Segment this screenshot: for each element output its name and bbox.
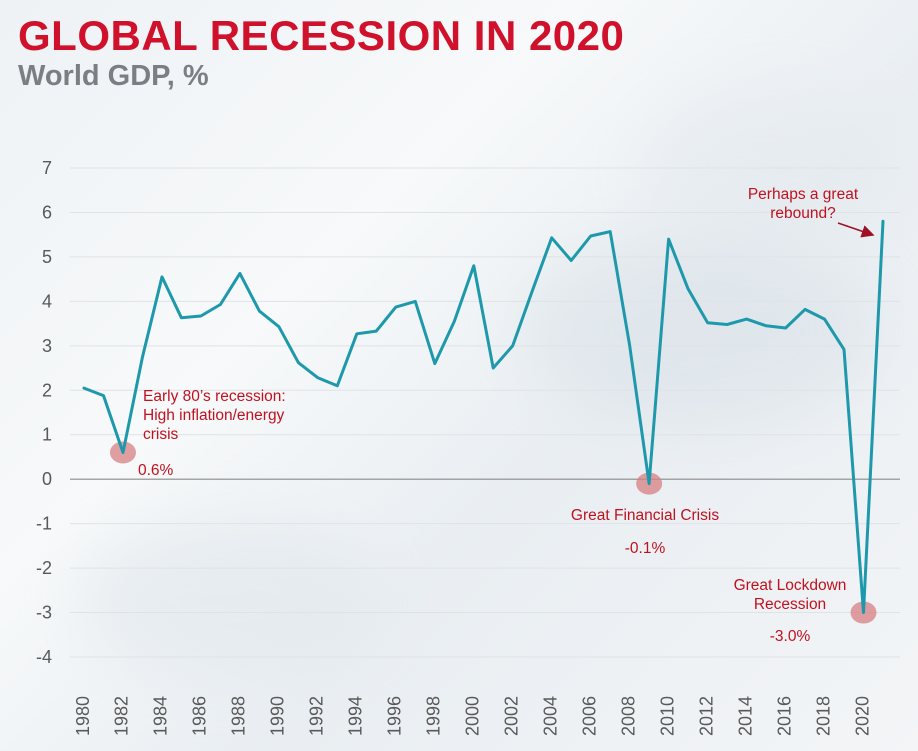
x-tick-label: 1992 (307, 696, 327, 736)
x-tick-label: 2002 (501, 696, 521, 736)
annotation-early-80s-value: 0.6% (138, 462, 174, 479)
x-tick-label: 2020 (852, 696, 872, 736)
x-tick-label: 2012 (696, 696, 716, 736)
annotation-rebound-line: rebound? (770, 205, 836, 222)
x-tick-label: 1990 (268, 696, 288, 736)
x-tick-label: 1984 (151, 696, 171, 736)
x-tick-label: 2008 (618, 696, 638, 736)
rebound-arrow (837, 222, 875, 238)
x-tick-label: 2018 (813, 696, 833, 736)
x-tick-label: 2014 (735, 696, 755, 736)
annotation-gfc-line: Great Financial Crisis (571, 507, 719, 524)
x-tick-label: 1994 (346, 696, 366, 736)
annotation-early-80s-line: crisis (143, 426, 179, 443)
y-tick-label: 2 (42, 380, 52, 400)
x-tick-label: 1996 (385, 696, 405, 736)
x-tick-label: 1982 (112, 696, 132, 736)
x-tick-label: 2000 (463, 696, 483, 736)
y-tick-label: 0 (42, 469, 52, 489)
x-tick-label: 2006 (579, 696, 599, 736)
annotation-gfc-value: -0.1% (625, 540, 666, 557)
annotation-lockdown-line: Great Lockdown (734, 577, 847, 594)
chart-subtitle: World GDP, % (18, 60, 209, 92)
y-tick-label: -4 (36, 647, 52, 667)
annotation-early-80s-line: Early 80’s recession: (143, 388, 286, 405)
annotation-rebound-line: Perhaps a great (748, 186, 859, 203)
annotation-lockdown-line: Recession (754, 596, 826, 613)
series-layer (82, 219, 885, 614)
y-tick-label: -1 (36, 514, 52, 534)
x-tick-label: 1998 (424, 696, 444, 736)
annotation-lockdown-value: -3.0% (770, 628, 811, 645)
gdp-series-line (82, 219, 885, 614)
annotations: Early 80’s recession: High inflation/ener… (138, 186, 875, 645)
x-tick-label: 2004 (540, 696, 560, 736)
gridlines (70, 167, 900, 658)
y-tick-label: -3 (36, 603, 52, 623)
y-tick-label: 7 (42, 158, 52, 178)
x-tick-label: 2016 (774, 696, 794, 736)
y-tick-label: 1 (42, 425, 52, 445)
y-tick-label: 5 (42, 247, 52, 267)
x-tick-label: 1986 (190, 696, 210, 736)
annotation-early-80s-line: High inflation/energy (143, 407, 285, 424)
x-tick-label: 1980 (73, 696, 93, 736)
y-axis: 7 6 5 4 3 2 1 0 -1 -2 -3 -4 (36, 158, 52, 667)
y-tick-label: 6 (42, 202, 52, 222)
y-tick-label: -2 (36, 558, 52, 578)
y-tick-label: 4 (42, 291, 52, 311)
x-tick-label: 2010 (657, 696, 677, 736)
chart-title: GLOBAL RECESSION IN 2020 (18, 12, 625, 59)
x-tick-label: 1988 (229, 696, 249, 736)
x-axis: 1980 1982 1984 1986 1988 1990 1992 1994 1996 1998… (73, 696, 873, 736)
y-tick-label: 3 (42, 336, 52, 356)
